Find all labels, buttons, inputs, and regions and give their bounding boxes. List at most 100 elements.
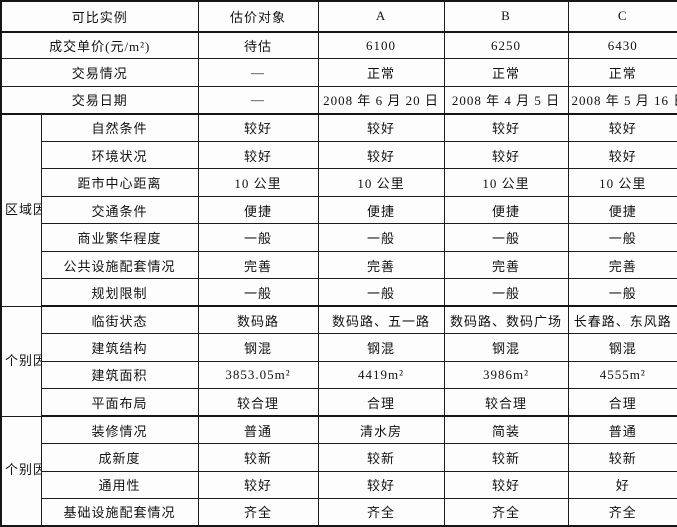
cell: 较好: [567, 140, 677, 170]
cell: 完善: [567, 250, 677, 280]
cell: 待估: [197, 31, 319, 60]
group-label-individual-1: 个别因素: [0, 305, 42, 417]
row-label: 平面布局: [40, 388, 199, 418]
row-label: 商业繁华程度: [40, 223, 199, 252]
cell: 数码路、数码广场: [443, 305, 569, 335]
table-row: 环境状况 较好 较好 较好 较好: [1, 140, 677, 170]
cell: 较好: [317, 140, 445, 170]
cell: 一般: [567, 223, 677, 252]
group-label-individual-2: 个别因素: [0, 415, 42, 527]
cell: 较合理: [197, 388, 319, 418]
table-row: 交易情况 — 正常 正常 正常: [0, 58, 677, 87]
cell: 较合理: [443, 388, 569, 418]
cell: 便捷: [567, 195, 677, 225]
cell: 齐全: [197, 497, 319, 527]
cell: 齐全: [317, 497, 445, 527]
cell: 较好: [197, 470, 319, 499]
cell: 钢混: [443, 333, 569, 362]
cell: 较新: [443, 443, 569, 472]
cell: 10 公里: [317, 168, 445, 197]
cell: 数码路、五一路: [317, 305, 445, 335]
column-header-b: B: [443, 0, 569, 33]
table-row: 平面布局 较合理 合理 较合理 合理: [1, 388, 677, 418]
row-label: 规划限制: [40, 278, 199, 308]
column-header-subject: 估价对象: [197, 0, 319, 33]
cell: 6100: [317, 31, 445, 60]
row-label: 交易日期: [0, 85, 199, 115]
table-row: 个别因素 临街状态 数码路 数码路、五一路 数码路、数码广场 长春路、东风路: [0, 305, 677, 417]
cell: 一般: [567, 278, 677, 308]
cell: 数码路: [197, 305, 319, 335]
cell: —: [197, 58, 319, 87]
cell: 较好: [197, 140, 319, 170]
row-label: 建筑面积: [40, 360, 199, 390]
cell: 简装: [443, 415, 569, 445]
row-label: 基础设施配套情况: [40, 497, 199, 527]
cell: 4419m²: [317, 360, 445, 390]
row-label: 自然条件: [40, 113, 199, 142]
cell: 钢混: [317, 333, 445, 362]
cell: 齐全: [567, 497, 677, 527]
row-label: 距市中心距离: [40, 168, 199, 197]
cell: 便捷: [317, 195, 445, 225]
row-label: 成交单价(元/m²): [0, 31, 199, 60]
cell: 10 公里: [443, 168, 569, 197]
cell: 普通: [197, 415, 319, 445]
cell: 较好: [567, 113, 677, 142]
cell: 一般: [197, 223, 319, 252]
cell: 齐全: [443, 497, 569, 527]
cell: 普通: [567, 415, 677, 445]
row-label: 临街状态: [40, 305, 199, 335]
cell: 钢混: [567, 333, 677, 362]
cell: 完善: [197, 250, 319, 280]
cell: 较好: [443, 113, 569, 142]
row-label: 环境状况: [40, 140, 199, 170]
column-header-c: C: [567, 0, 677, 33]
cell: 完善: [443, 250, 569, 280]
cell: 合理: [567, 388, 677, 418]
cell: 较好: [197, 113, 319, 142]
table-row: 规划限制 一般 一般 一般 一般: [1, 278, 677, 308]
cell: 一般: [443, 278, 569, 308]
table-row: 公共设施配套情况 完善 完善 完善 完善: [1, 250, 677, 280]
cell: 4555m²: [567, 360, 677, 390]
row-label: 公共设施配套情况: [40, 250, 199, 280]
cell: —: [197, 85, 319, 115]
group-label-regional: 区域因素: [0, 113, 42, 307]
cell: 正常: [443, 58, 569, 87]
cell: 6430: [567, 31, 677, 60]
row-label: 装修情况: [40, 415, 199, 445]
cell: 较好: [317, 113, 445, 142]
table-row: 商业繁华程度 一般 一般 一般 一般: [1, 223, 677, 252]
cell: 合理: [317, 388, 445, 418]
table-row: 距市中心距离 10 公里 10 公里 10 公里 10 公里: [1, 168, 677, 197]
cell: 较好: [443, 140, 569, 170]
cell: 一般: [443, 223, 569, 252]
table-row: 个别因素 装修情况 普通 清水房 简装 普通: [0, 415, 677, 527]
table-row: 成交单价(元/m²) 待估 6100 6250 6430: [0, 31, 677, 60]
cell: 完善: [317, 250, 445, 280]
cell: 较新: [317, 443, 445, 472]
cell: 较新: [197, 443, 319, 472]
cell: 3986m²: [443, 360, 569, 390]
row-label: 交易情况: [0, 58, 199, 87]
table-row: 建筑面积 3853.05m² 4419m² 3986m² 4555m²: [1, 360, 677, 390]
table-row: 区域因素 自然条件 较好 较好 较好 较好: [0, 113, 677, 307]
cell: 一般: [197, 278, 319, 308]
corner-label: 可比实例: [0, 0, 199, 33]
table-row: 基础设施配套情况 齐全 齐全 齐全 齐全: [1, 497, 677, 527]
cell: 清水房: [317, 415, 445, 445]
cell: 2008 年 4 月 5 日: [443, 85, 569, 115]
cell: 较好: [443, 470, 569, 499]
cell: 便捷: [197, 195, 319, 225]
cell: 钢混: [197, 333, 319, 362]
cell: 好: [567, 470, 677, 499]
table-row: 成新度 较新 较新 较新 较新: [1, 443, 677, 472]
row-label: 建筑结构: [40, 333, 199, 362]
cell: 便捷: [443, 195, 569, 225]
header-row: 可比实例 估价对象 A B C: [0, 0, 677, 33]
cell: 3853.05m²: [197, 360, 319, 390]
table-row: 交易日期 — 2008 年 6 月 20 日 2008 年 4 月 5 日 20…: [0, 85, 677, 115]
cell: 10 公里: [197, 168, 319, 197]
